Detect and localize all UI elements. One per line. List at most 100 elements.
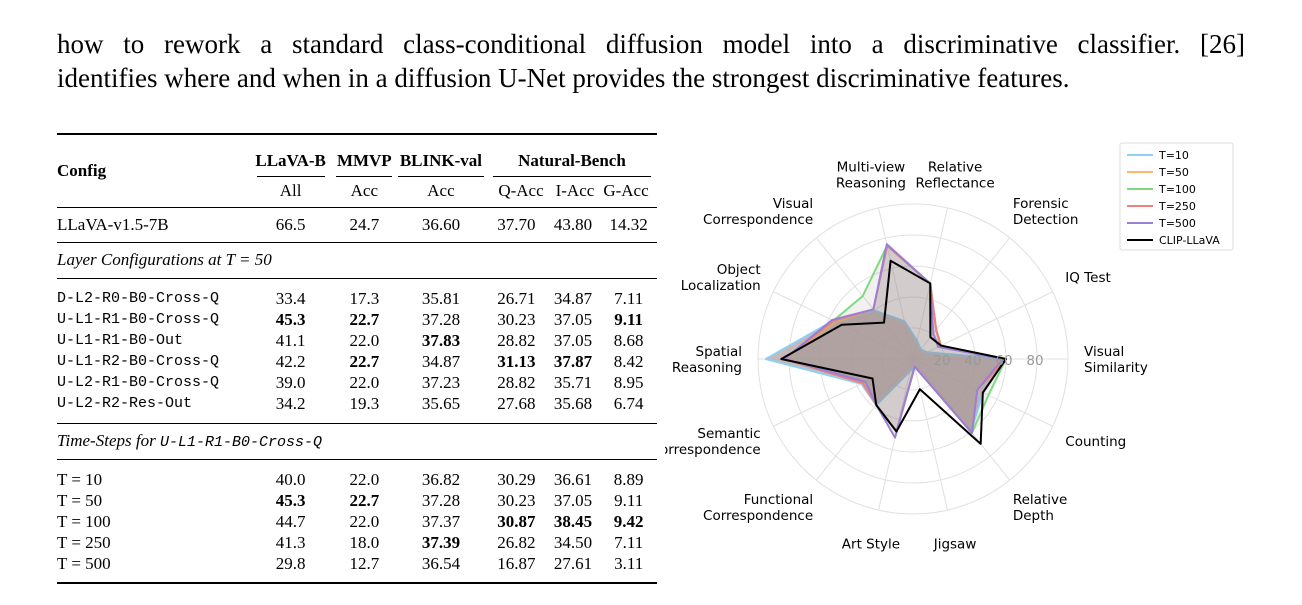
row-label: U-L2-R1-B0-Cross-Q	[57, 374, 220, 391]
cell: 39.0	[275, 372, 306, 392]
cell: 45.3	[275, 490, 306, 510]
cell: 37.23	[421, 372, 461, 392]
cell: 41.3	[275, 532, 306, 552]
cell: 19.3	[349, 393, 380, 413]
cell: 14.32	[609, 214, 648, 234]
group-header: BLINK-val	[399, 151, 483, 170]
cell: 37.39	[421, 532, 461, 552]
radar-chart: Visual Similarity IQ Test Forensic Detection…	[665, 142, 1234, 553]
series-polygon-T=500	[783, 243, 1004, 439]
group-header: Natural-Bench	[518, 151, 626, 170]
radial-tick: 40	[964, 353, 981, 369]
cell: 22.0	[349, 372, 380, 392]
axis-label: Visual Similarity	[1084, 344, 1148, 376]
cell: 8.95	[613, 372, 644, 392]
cell: 22.7	[349, 351, 380, 371]
cell: 34.87	[421, 351, 461, 371]
table-row: U-L2-R2-Res-Out 34.2 19.3 35.65 27.68 35.68 6.…	[57, 393, 657, 423]
time-step-rows: T = 10 40.0 22.0 36.82 30.29 36.61 8.89 T = 50 4…	[57, 459, 657, 583]
cell: 37.28	[421, 309, 461, 329]
cell: 27.68	[497, 393, 536, 413]
config-header: Config	[57, 160, 107, 180]
paragraph-line-1: how to rework a standard class-condition…	[57, 29, 1245, 59]
cell: 37.05	[553, 309, 593, 329]
cell: 27.61	[553, 553, 593, 573]
cell: 31.13	[497, 351, 536, 371]
cell: 8.68	[613, 330, 644, 350]
cell: 7.11	[614, 532, 644, 552]
radial-tick: 80	[1026, 353, 1043, 369]
group-header: MMVP	[336, 151, 392, 170]
axis-label: Jigsaw	[933, 536, 977, 552]
axis-label: Counting	[1065, 434, 1126, 450]
cell: 41.1	[275, 330, 306, 350]
row-label: U-L2-R2-Res-Out	[57, 395, 193, 413]
paragraph-line-2: identifies where and when in a diffusion…	[57, 63, 1070, 93]
legend: T=10 T=50 T=100 T=250 T=500 CLIP-LLaVA	[1119, 142, 1234, 251]
cell: 37.05	[553, 490, 593, 510]
table-row: U-L1-R1-B0-Out 41.1 22.0 37.83 28.82 37.05 8.6…	[57, 330, 657, 351]
cell: 30.23	[497, 490, 536, 510]
table-row: T = 100 44.7 22.0 37.37 30.87 38.45 9.42	[57, 511, 657, 532]
cell: 34.87	[553, 288, 593, 308]
row-label: T = 250	[57, 532, 111, 552]
axis-label: Visual Correspondence	[703, 196, 813, 228]
radar-axis-labels: Visual Similarity IQ Test Forensic Detection…	[665, 160, 1148, 553]
table-row: U-L1-R2-B0-Cross-Q 42.2 22.7 34.87 31.13 37.8…	[57, 351, 657, 372]
series-polygon-CLIP-LLaVA	[780, 259, 1007, 445]
axis-label: Relative Reflectance	[915, 160, 994, 192]
cell: 35.68	[553, 393, 593, 413]
radar-series	[764, 243, 1007, 445]
subheader: G-Acc	[603, 181, 649, 201]
axis-label: Object Localization	[681, 262, 761, 294]
row-label: T = 50	[57, 490, 103, 510]
legend-label: T=50	[1158, 166, 1189, 179]
cell: 22.0	[349, 511, 380, 531]
row-label: T = 10	[57, 469, 103, 489]
cell: 7.11	[614, 288, 644, 308]
cell: 37.28	[421, 490, 461, 510]
cell: 22.7	[349, 309, 380, 329]
cell: 30.23	[497, 309, 536, 329]
cell: 35.71	[553, 372, 593, 392]
cell: 35.65	[421, 393, 461, 413]
table-row: T = 50 45.3 22.7 37.28 30.23 37.05 9.11	[57, 490, 657, 511]
table-row: U-L2-R1-B0-Cross-Q 39.0 22.0 37.23 28.82 35.7…	[57, 372, 657, 393]
row-label: U-L1-R1-B0-Cross-Q	[57, 311, 220, 328]
table-row: U-L1-R1-B0-Cross-Q 45.3 22.7 37.28 30.23 37.0…	[57, 309, 657, 330]
cell: 37.70	[497, 214, 536, 234]
cell: 40.0	[275, 469, 306, 489]
cell: 37.37	[421, 511, 461, 531]
radial-tick: 20	[933, 353, 950, 369]
row-label: T = 500	[57, 553, 111, 573]
cell: 29.8	[275, 553, 306, 573]
cell: 36.54	[421, 553, 461, 573]
cell: 28.82	[497, 372, 536, 392]
subheader: I-Acc	[555, 181, 595, 201]
cell: 26.82	[497, 532, 536, 552]
grid-spoke	[912, 291, 1053, 360]
cell: 9.42	[613, 511, 644, 531]
axis-label: Multi-view Reasoning	[836, 160, 906, 192]
subheader: Q-Acc	[498, 181, 544, 201]
axis-label: Functional Correspondence	[703, 492, 813, 524]
radar-ticks: 20 40 60 80	[933, 353, 1043, 369]
legend-label: T=500	[1158, 217, 1196, 230]
cell: 44.7	[275, 511, 306, 531]
cell: 33.4	[275, 288, 306, 308]
group-header: LLaVA-B	[255, 151, 326, 170]
radial-tick: 60	[995, 353, 1012, 369]
axis-label: IQ Test	[1065, 270, 1110, 286]
cell: 28.82	[497, 330, 536, 350]
row-label: T = 100	[57, 511, 111, 531]
grid-spoke	[912, 358, 948, 511]
cell: 12.7	[349, 553, 380, 573]
results-table: Config LLaVA-B MMVP BLINK-val Natural-Be…	[57, 133, 657, 584]
row-label: LLaVA-v1.5-7B	[57, 214, 169, 234]
cell: 42.2	[275, 351, 306, 371]
cell: 8.42	[613, 351, 644, 371]
cell: 22.0	[349, 469, 380, 489]
cell: 22.0	[349, 330, 380, 350]
cell: 3.11	[614, 553, 644, 573]
table-row: T = 250 41.3 18.0 37.39 26.82 34.50 7.11	[57, 532, 657, 553]
